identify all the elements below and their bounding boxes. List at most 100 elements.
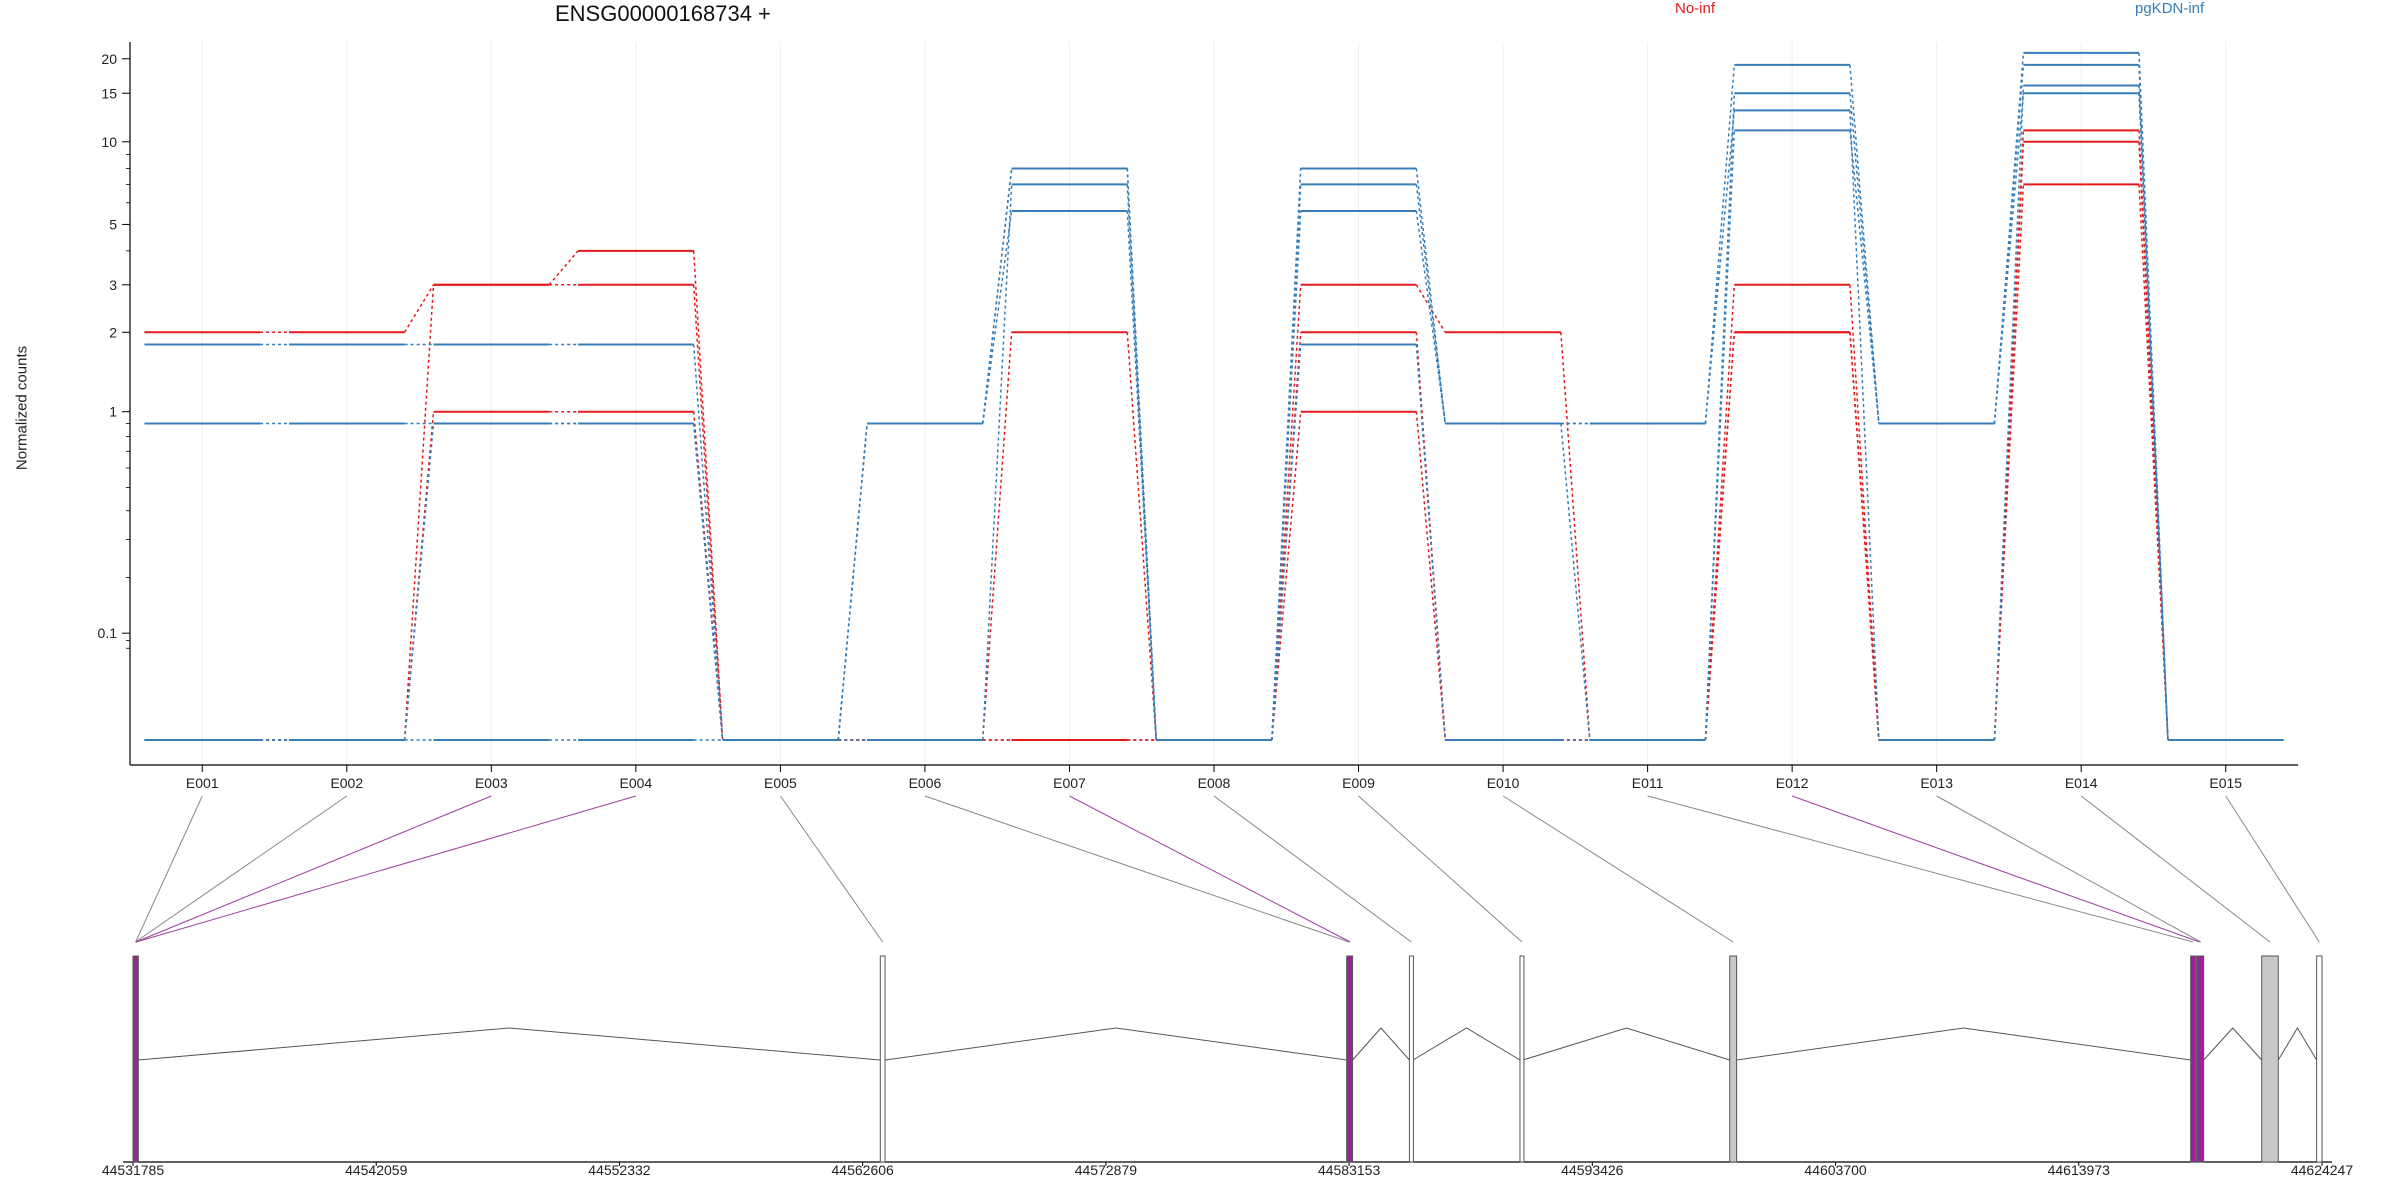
series-6-connector bbox=[1271, 344, 1302, 741]
exon-link-E006 bbox=[924, 795, 1350, 943]
series-4-connector bbox=[1993, 64, 2025, 424]
x-tick-label-E015: E015 bbox=[2209, 775, 2242, 791]
exon-box-E009 bbox=[1519, 955, 1525, 1163]
series-5-connector bbox=[1849, 110, 1880, 741]
coordinate-label: 44593426 bbox=[1561, 1162, 1624, 1178]
series-lines bbox=[144, 51, 2284, 741]
exon-box-E013 bbox=[2197, 955, 2205, 1163]
series-0-connector bbox=[692, 250, 724, 741]
series-6-connector bbox=[837, 423, 868, 741]
x-tick-label-E012: E012 bbox=[1776, 775, 1809, 791]
series-1-connector bbox=[1126, 332, 1157, 741]
intron-line bbox=[1522, 1027, 1730, 1061]
series-6-connector bbox=[1849, 130, 1880, 424]
intron-line bbox=[2203, 1027, 2263, 1061]
series-6-connector bbox=[1993, 93, 2025, 424]
series-5-connector bbox=[1126, 184, 1157, 741]
series-4-connector bbox=[1560, 423, 1591, 741]
series-5-connector bbox=[2138, 85, 2169, 741]
series-2-connector bbox=[403, 284, 435, 741]
coordinate-label: 44603700 bbox=[1804, 1162, 1867, 1178]
exon-link-E007 bbox=[1069, 795, 1351, 943]
x-axis: E001 E002 E003 E004 E005 E006 E007 E008 E009 E010… bbox=[130, 764, 2298, 791]
series-5-connector bbox=[1993, 85, 2025, 741]
intron-line bbox=[1736, 1027, 2191, 1061]
series-5-connector bbox=[1704, 110, 1736, 424]
exon-box-E004 bbox=[133, 955, 139, 1163]
series-2-connector bbox=[1271, 411, 1302, 741]
series-0-connector bbox=[403, 284, 435, 333]
coordinate-label: 44613973 bbox=[2048, 1162, 2111, 1178]
exon-link-E013 bbox=[1936, 795, 2201, 943]
series-1-connector bbox=[692, 411, 724, 741]
series-6-connector bbox=[1704, 130, 1736, 741]
chart-title: ENSG00000168734 + bbox=[555, 1, 771, 26]
exon-box-E015 bbox=[2316, 955, 2323, 1163]
series-0-connector bbox=[1704, 284, 1736, 741]
series-0-connector bbox=[1271, 284, 1302, 741]
exon-link-E011 bbox=[1647, 795, 2194, 943]
series-5-connector bbox=[403, 423, 435, 741]
series-4-connector bbox=[1849, 93, 1880, 424]
x-tick-label-E001: E001 bbox=[186, 775, 219, 791]
y-axis-label: Normalized counts bbox=[13, 345, 31, 471]
exon-box-E011 bbox=[2190, 955, 2196, 1163]
series-1-connector bbox=[1993, 141, 2025, 741]
exon-link-E004 bbox=[135, 795, 637, 943]
coordinate-label: 44624247 bbox=[2291, 1162, 2354, 1178]
y-tick-label-5: 5 bbox=[109, 216, 117, 232]
exon-link-E002 bbox=[135, 795, 348, 943]
y-axis: 0.1 1 2 3 5 10 15 20 bbox=[98, 42, 131, 765]
coordinate-label: 44531785 bbox=[102, 1162, 165, 1178]
exon-link-E012 bbox=[1791, 795, 2200, 943]
series-2-connector bbox=[1415, 411, 1447, 741]
series-2-connector bbox=[1993, 184, 2025, 741]
x-tick-label-E008: E008 bbox=[1198, 775, 1231, 791]
exon-box-E005 bbox=[879, 955, 886, 1163]
x-tick-label-E003: E003 bbox=[475, 775, 508, 791]
series-4-connector bbox=[2138, 64, 2169, 741]
y-tick-label-3: 3 bbox=[109, 277, 117, 293]
exon-link-E014 bbox=[2080, 795, 2271, 943]
series-5-connector bbox=[981, 184, 1013, 741]
y-tick-label-0.1: 0.1 bbox=[98, 625, 118, 641]
exon-link-E015 bbox=[2225, 795, 2320, 943]
series-2-connector bbox=[1704, 332, 1736, 741]
series-6-connector bbox=[1126, 210, 1157, 741]
exon-box-E010 bbox=[1729, 955, 1738, 1163]
x-tick-label-E007: E007 bbox=[1053, 775, 1086, 791]
coordinate-label: 44542059 bbox=[345, 1162, 408, 1178]
y-tick-label-2: 2 bbox=[109, 324, 117, 340]
exon-links bbox=[135, 795, 2320, 943]
series-4-connector bbox=[982, 168, 1013, 424]
exon-link-E008 bbox=[1213, 795, 1412, 943]
coordinate-label: 44583153 bbox=[1318, 1162, 1381, 1178]
intron-line bbox=[2277, 1027, 2318, 1061]
series-6-connector bbox=[1415, 344, 1447, 741]
exon-link-E010 bbox=[1502, 795, 1734, 943]
y-tick-label-1: 1 bbox=[109, 404, 117, 420]
intron-line bbox=[138, 1027, 881, 1061]
exon-link-E005 bbox=[779, 795, 884, 943]
coordinate-label: 44552332 bbox=[588, 1162, 651, 1178]
x-tick-label-E011: E011 bbox=[1632, 775, 1664, 791]
intron-line bbox=[1352, 1027, 1410, 1061]
series-0-connector bbox=[1849, 284, 1880, 741]
x-tick-label-E009: E009 bbox=[1342, 775, 1375, 791]
exon-link-E001 bbox=[135, 795, 203, 943]
y-tick-label-10: 10 bbox=[101, 134, 117, 150]
series-0-connector bbox=[1560, 332, 1591, 741]
exon-box-E014 bbox=[2261, 955, 2279, 1163]
series-3-connector bbox=[1415, 168, 1446, 424]
grid-lines bbox=[201, 42, 2227, 765]
series-5-connector bbox=[1415, 210, 1446, 424]
x-tick-label-E010: E010 bbox=[1487, 775, 1520, 791]
exon-box-E007 bbox=[1347, 955, 1354, 1163]
x-tick-label-E013: E013 bbox=[1920, 775, 1953, 791]
x-tick-label-E006: E006 bbox=[909, 775, 942, 791]
series-3-connector bbox=[1704, 64, 1736, 424]
exon-box-E008 bbox=[1408, 955, 1414, 1163]
series-0-connector bbox=[1415, 284, 1446, 333]
series-5-connector bbox=[692, 423, 724, 741]
y-tick-label-15: 15 bbox=[101, 85, 117, 101]
